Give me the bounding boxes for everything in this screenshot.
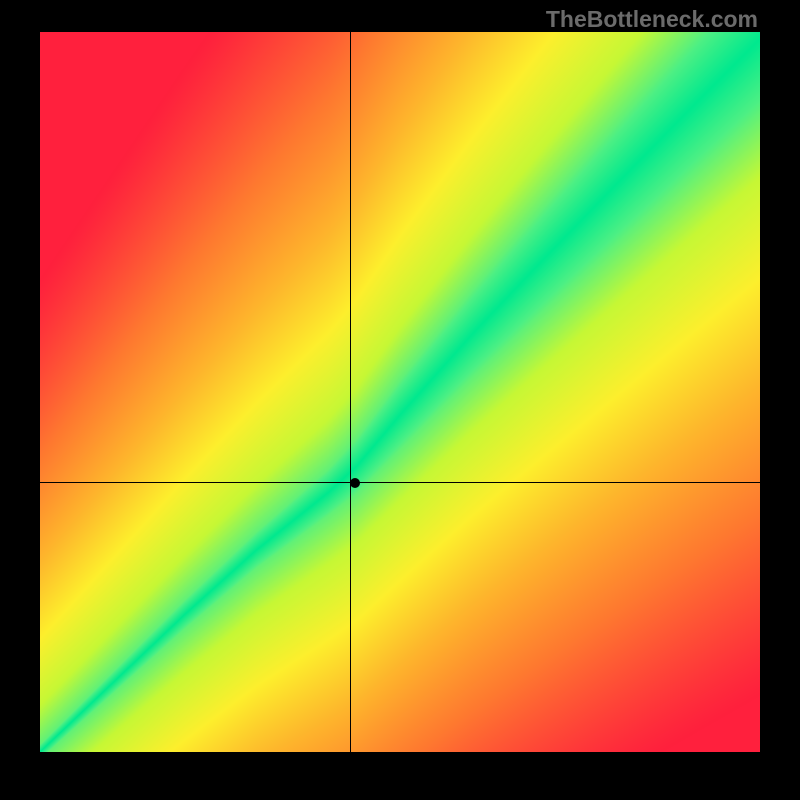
watermark-text: TheBottleneck.com: [546, 6, 758, 33]
bottleneck-heatmap-plot: [40, 32, 760, 752]
selected-point-marker: [350, 478, 360, 488]
crosshair-horizontal: [40, 482, 760, 483]
crosshair-vertical: [350, 32, 351, 752]
heatmap-canvas: [40, 32, 760, 752]
